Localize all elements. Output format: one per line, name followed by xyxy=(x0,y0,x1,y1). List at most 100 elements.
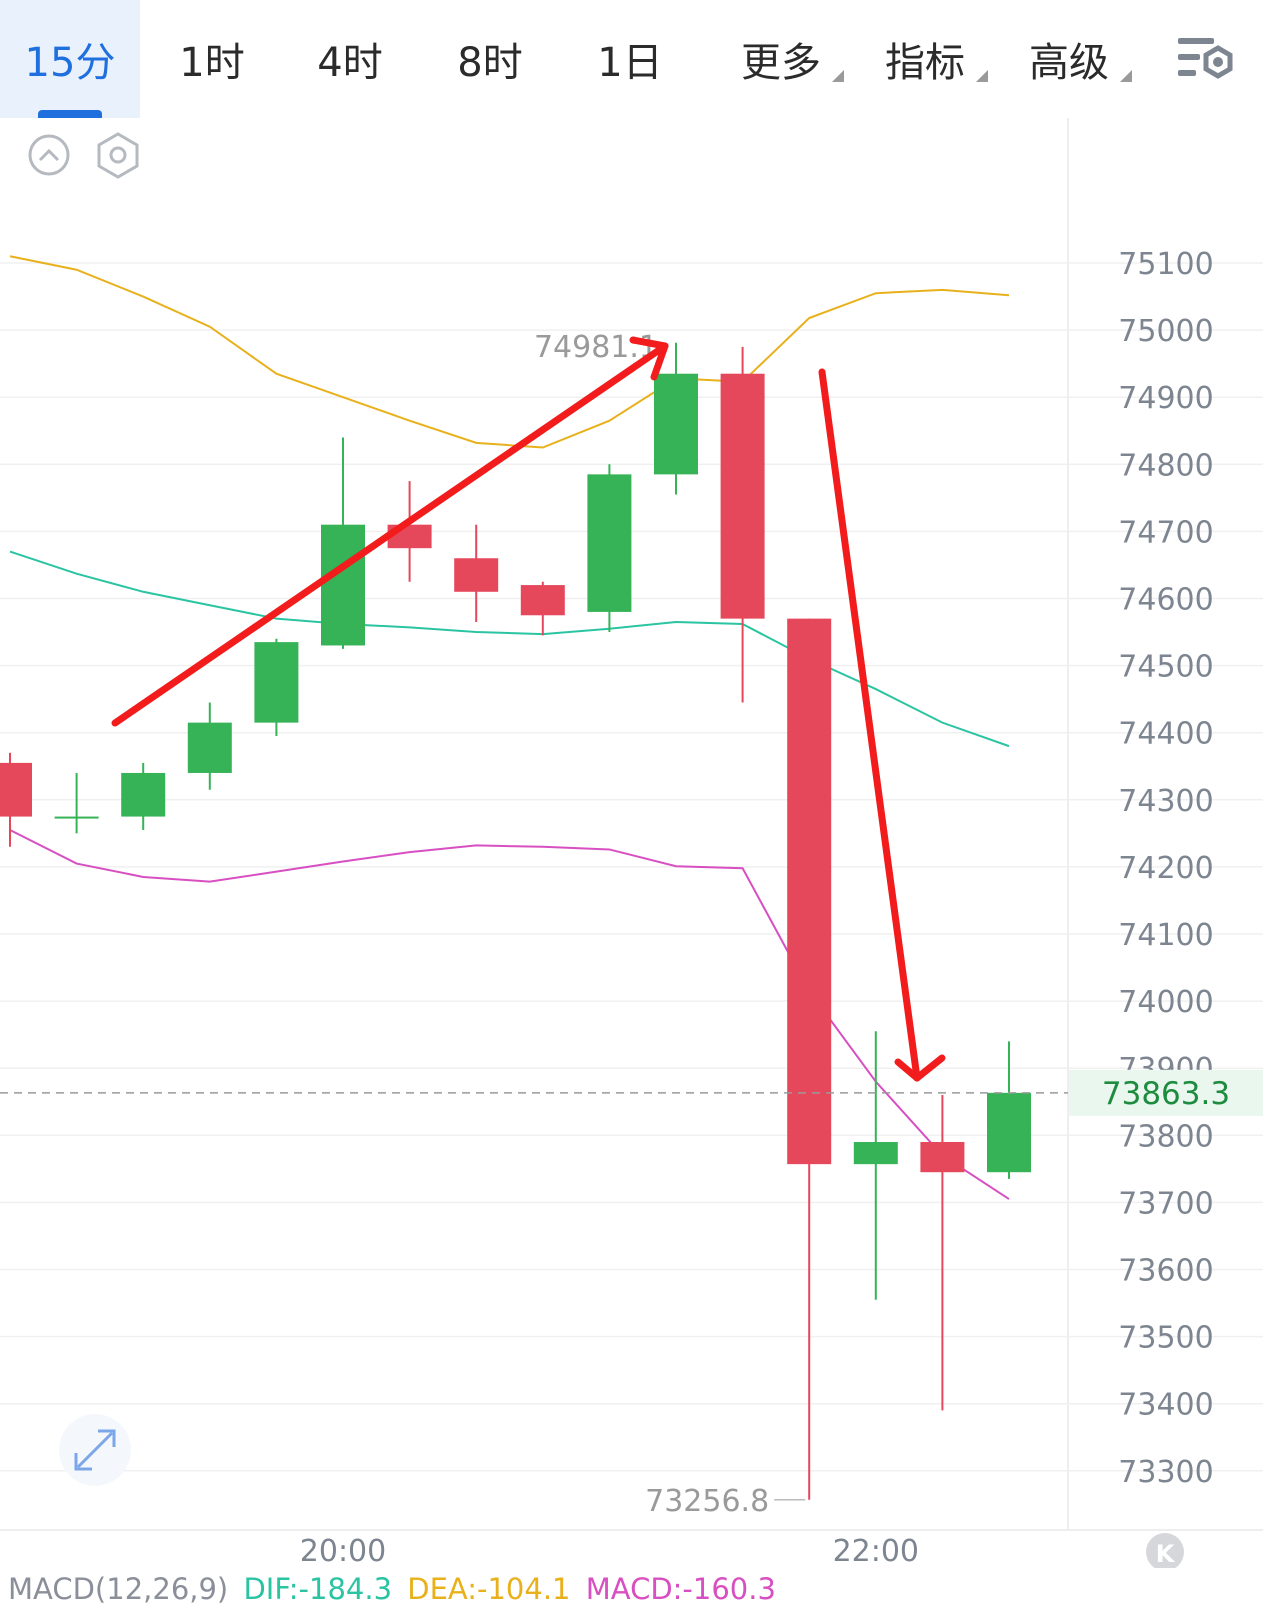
dropdown-triangle-icon xyxy=(1120,70,1132,82)
tab-label: 1日 xyxy=(597,40,663,86)
current-price-label: 73863.3 xyxy=(1102,1076,1230,1112)
price-tick-label: 74400 xyxy=(1118,717,1213,752)
tab-label: 15分 xyxy=(24,40,116,86)
tab-label: 更多 xyxy=(741,40,821,86)
price-tick-label: 73400 xyxy=(1118,1388,1213,1423)
uptrend-arrow-head xyxy=(629,336,669,381)
time-axis: 20:00 22:00 xyxy=(300,1534,919,1568)
tab-label: 1时 xyxy=(179,40,245,86)
candle-body xyxy=(654,373,698,475)
up-candle xyxy=(654,342,698,495)
candle-body xyxy=(0,762,32,817)
annotation-arrows xyxy=(111,336,946,1082)
price-axis: 75100 75000 74900 74800 74700 74600 74500 74400… xyxy=(1118,247,1213,1490)
expand-arrows-icon[interactable] xyxy=(59,1414,131,1486)
candle-body xyxy=(920,1142,965,1173)
tab-label: 高级 xyxy=(1029,40,1109,86)
down-candle xyxy=(454,524,499,622)
price-tick-label: 73800 xyxy=(1118,1119,1213,1154)
candle-body xyxy=(454,558,499,592)
tab-advanced[interactable]: 高级 xyxy=(1004,0,1134,118)
dropdown-triangle-icon xyxy=(832,70,844,82)
tab-label: 指标 xyxy=(885,40,965,86)
candle-body xyxy=(121,772,166,817)
up-candle xyxy=(987,1041,1031,1179)
macd-dea-value: DEA:-104.1 xyxy=(407,1572,571,1606)
down-candle xyxy=(920,1095,965,1411)
chevron-up-circle-icon[interactable] xyxy=(28,134,70,176)
candle-body xyxy=(787,618,832,1165)
price-tick-label: 74600 xyxy=(1118,583,1213,618)
middle-band-line xyxy=(9,550,1010,748)
downtrend-arrow-line xyxy=(818,368,921,1082)
price-tick-label: 74200 xyxy=(1118,851,1213,886)
price-tick-label: 73300 xyxy=(1118,1455,1213,1490)
current-price-tag xyxy=(1069,1069,1263,1116)
candle-body xyxy=(321,524,365,646)
tab-1d[interactable]: 1日 xyxy=(570,0,690,118)
up-candle xyxy=(187,702,232,790)
timeframe-tabs: 15分 1时 4时 8时 1日 更多 指标 高级 xyxy=(0,0,1263,118)
dropdown-triangle-icon xyxy=(976,70,988,82)
price-tick-label: 74100 xyxy=(1118,918,1213,953)
candle-body xyxy=(720,373,765,619)
time-tick-label: 20:00 xyxy=(300,1534,386,1568)
uptrend-arrow-line xyxy=(111,342,669,727)
tab-4h[interactable]: 4时 xyxy=(290,0,410,118)
macd-macd-value: MACD:-160.3 xyxy=(585,1572,776,1606)
price-tick-label: 73700 xyxy=(1118,1186,1213,1221)
active-tab-indicator xyxy=(38,110,102,118)
chart-grid xyxy=(0,262,1263,1472)
candle-body xyxy=(587,474,632,612)
price-tick-label: 75000 xyxy=(1118,314,1213,349)
price-tick-label: 74700 xyxy=(1118,515,1213,550)
tab-indicators[interactable]: 指标 xyxy=(860,0,990,118)
tab-15m[interactable]: 15分 xyxy=(0,0,140,118)
candle-body xyxy=(187,722,232,773)
price-labels: 73863.3 74981.1 73256.8 xyxy=(0,330,1263,1519)
k-badge-icon[interactable]: K xyxy=(1146,1533,1184,1568)
up-candle xyxy=(587,464,632,633)
down-candle xyxy=(720,346,765,703)
price-tick-label: 75100 xyxy=(1118,247,1213,282)
macd-legend: MACD(12,26,9) DIF:-184.3 DEA:-104.1 MACD… xyxy=(8,1572,782,1606)
price-tick-label: 74300 xyxy=(1118,784,1213,819)
settings-layers-icon[interactable] xyxy=(1176,34,1234,84)
up-candle xyxy=(254,638,299,737)
time-tick-label: 22:00 xyxy=(833,1534,919,1568)
upper-band-line xyxy=(9,255,1010,449)
tab-8h[interactable]: 8时 xyxy=(430,0,550,118)
price-tick-label: 74800 xyxy=(1118,448,1213,483)
price-tick-label: 73600 xyxy=(1118,1254,1213,1289)
high-price-label: 74981.1 xyxy=(534,330,658,365)
tab-label: 4时 xyxy=(317,40,383,86)
tab-more[interactable]: 更多 xyxy=(716,0,846,118)
down-candle xyxy=(0,752,32,847)
price-tick-label: 74500 xyxy=(1118,650,1213,685)
price-tick-label: 74900 xyxy=(1118,381,1213,416)
up-candle xyxy=(853,1031,898,1300)
candles xyxy=(0,342,1031,1500)
tab-1h[interactable]: 1时 xyxy=(152,0,272,118)
down-candle xyxy=(520,581,565,636)
low-price-label: 73256.8 xyxy=(645,1484,769,1519)
candle-body xyxy=(54,816,99,819)
up-candle xyxy=(321,437,365,649)
svg-text:K: K xyxy=(1156,1540,1176,1568)
candlestick-chart[interactable]: 75100 75000 74900 74800 74700 74600 74500 74400… xyxy=(0,118,1263,1568)
hexagon-gear-icon[interactable] xyxy=(97,132,139,179)
up-candle xyxy=(54,772,99,834)
up-candle xyxy=(121,762,166,830)
bollinger-bands xyxy=(9,255,1010,1200)
candle-body xyxy=(520,585,565,616)
macd-dif-value: DIF:-184.3 xyxy=(243,1572,393,1606)
candle-body xyxy=(987,1092,1031,1173)
candle-body xyxy=(853,1142,898,1165)
down-candle xyxy=(787,618,832,1500)
candle-body xyxy=(254,642,299,723)
macd-indicator-name: MACD(12,26,9) xyxy=(8,1572,229,1606)
lower-band-line xyxy=(9,829,1010,1200)
downtrend-arrow-head xyxy=(894,1054,946,1082)
price-tick-label: 73500 xyxy=(1118,1321,1213,1356)
tab-label: 8时 xyxy=(457,40,523,86)
